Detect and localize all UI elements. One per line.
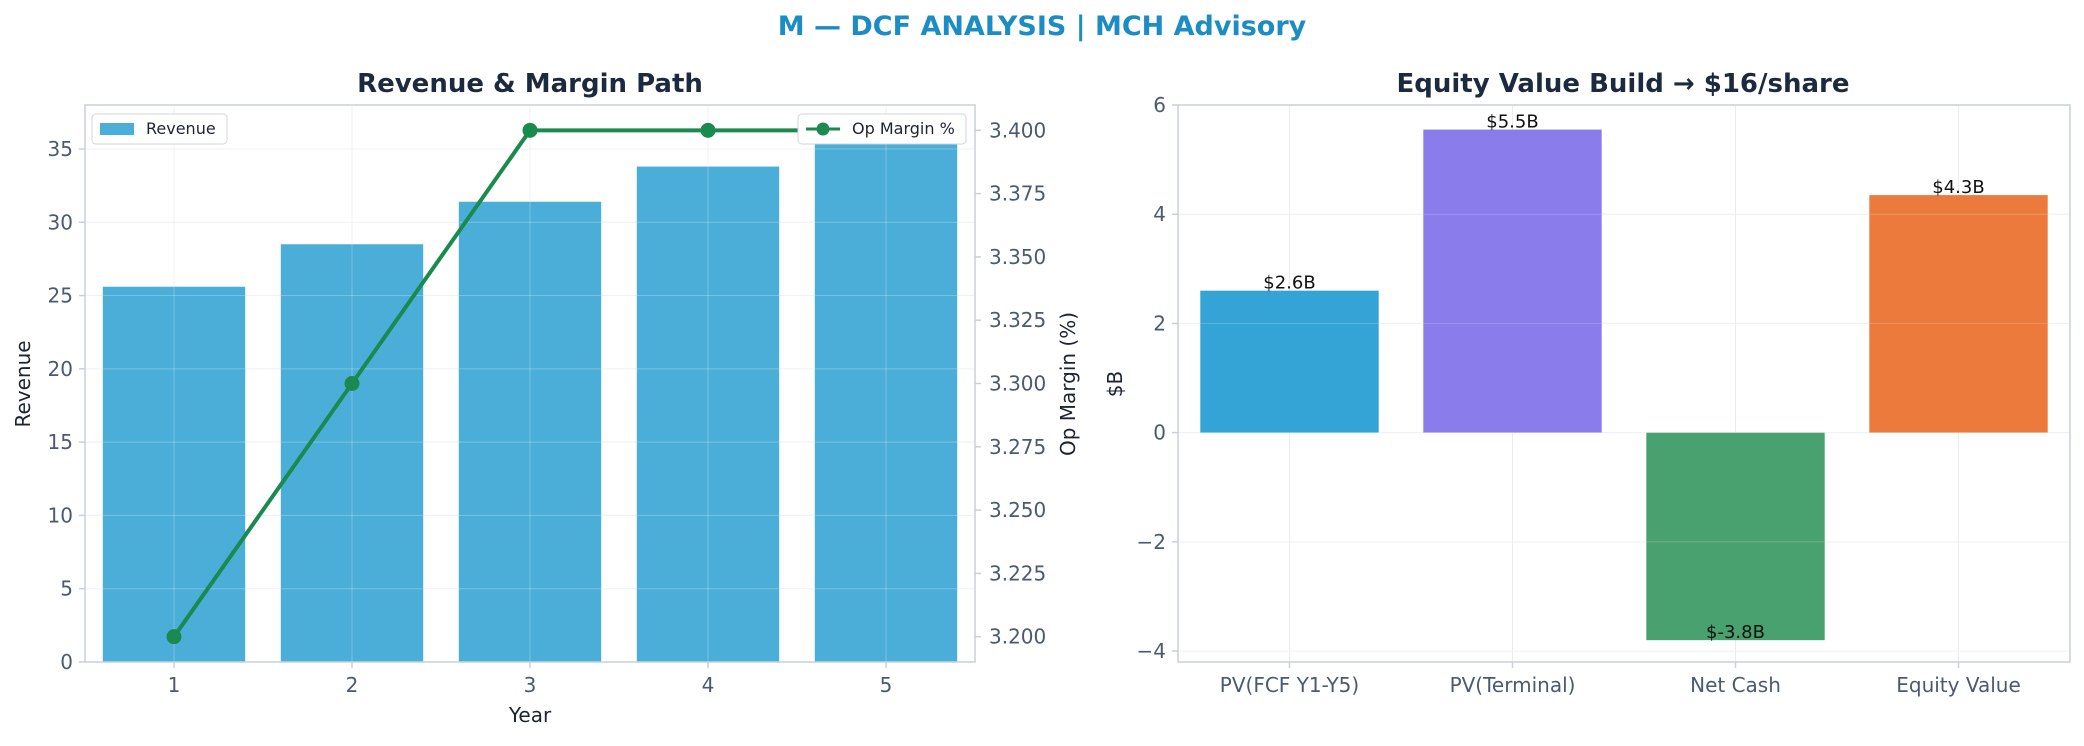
equity-bar-label: $5.5B — [1486, 112, 1538, 133]
revenue-x-tick-label: 3 — [524, 673, 537, 697]
revenue-legend-swatch — [100, 123, 134, 135]
revenue-y-tick-label: 35 — [48, 137, 73, 161]
equity-y-tick-label: 0 — [1153, 421, 1166, 445]
op-margin-y-tick-label: 3.375 — [989, 182, 1046, 206]
op-margin-point — [522, 122, 538, 138]
equity-bar-label: $4.3B — [1932, 177, 1984, 198]
equity-bar — [1646, 432, 1825, 641]
equity-chart-axes: −4 −2 0 2 4 6 PV(FCF Y1-Y5) PV(Terminal) Net Cas… — [1137, 93, 2071, 697]
op-margin-y-tick-label: 3.325 — [989, 308, 1046, 332]
equity-x-tick-label: PV(FCF Y1-Y5) — [1220, 673, 1359, 697]
revenue-bars — [85, 105, 975, 662]
op-margin-y-tick-label: 3.200 — [989, 625, 1046, 649]
op-margin-legend-box — [797, 113, 967, 145]
revenue-y-tick-label: 20 — [48, 357, 73, 381]
op-margin-legend-marker — [816, 122, 830, 136]
revenue-y-tick-label: 0 — [60, 650, 73, 674]
op-margin-y-tick-label: 3.250 — [989, 498, 1046, 522]
revenue-margin-chart: Revenue & Margin Path 051015202530353.20… — [11, 69, 1080, 727]
equity-y-tick-label: 2 — [1153, 311, 1166, 335]
op-margin-point — [344, 376, 360, 391]
revenue-bar — [814, 131, 958, 662]
equity-build-chart: Equity Value Build → $16/share $2.6B $5.5… — [1103, 69, 2071, 697]
revenue-legend: Revenue — [91, 113, 228, 145]
equity-bar — [1200, 290, 1379, 433]
equity-y-axis-label: $B — [1103, 371, 1127, 397]
equity-plot-frame — [1177, 104, 2071, 663]
equity-bar-label: $-3.8B — [1706, 622, 1765, 643]
equity-y-tick-label: −2 — [1137, 530, 1166, 554]
equity-y-tick-label: −4 — [1137, 639, 1166, 663]
op-margin-y-tick-label: 3.225 — [989, 561, 1046, 585]
revenue-x-tick-label: 2 — [346, 673, 359, 697]
figure-title: M — DCF ANALYSIS | MCH Advisory — [778, 11, 1307, 42]
revenue-x-tick-label: 1 — [168, 673, 181, 697]
equity-bar-label: $2.6B — [1263, 273, 1315, 294]
revenue-chart-axes: 051015202530353.2003.2253.2503.2753.3003… — [48, 104, 1046, 697]
revenue-legend-label: Revenue — [146, 119, 216, 138]
equity-y-tick-label: 6 — [1153, 93, 1166, 117]
op-margin-y-axis-label: Op Margin (%) — [1056, 312, 1080, 456]
revenue-legend-box — [91, 113, 228, 145]
revenue-bar — [102, 286, 246, 662]
equity-x-tick-label: PV(Terminal) — [1450, 673, 1576, 697]
revenue-y-tick-label: 5 — [60, 577, 73, 601]
op-margin-y-tick-label: 3.400 — [989, 118, 1046, 142]
revenue-y-tick-label: 25 — [48, 284, 73, 308]
op-margin-y-tick-label: 3.350 — [989, 245, 1046, 269]
equity-chart-title: Equity Value Build → $16/share — [1397, 69, 1850, 99]
revenue-y-tick-label: 10 — [48, 503, 73, 527]
equity-y-tick-label: 4 — [1153, 202, 1166, 226]
op-margin-point — [700, 122, 716, 138]
op-margin-point — [166, 629, 182, 645]
revenue-x-axis-label: Year — [508, 703, 552, 727]
equity-x-tick-label: Equity Value — [1896, 673, 2021, 697]
op-margin-y-tick-label: 3.275 — [989, 435, 1046, 459]
op-margin-line — [166, 122, 894, 645]
revenue-x-tick-label: 5 — [880, 673, 893, 697]
op-margin-y-tick-label: 3.300 — [989, 372, 1046, 396]
revenue-y-tick-label: 15 — [48, 430, 73, 454]
revenue-chart-title: Revenue & Margin Path — [357, 69, 703, 99]
equity-bar — [1423, 129, 1602, 433]
revenue-y-tick-label: 30 — [48, 210, 73, 234]
revenue-bar — [636, 166, 780, 662]
revenue-x-tick-label: 4 — [702, 673, 715, 697]
equity-bars: $2.6B $5.5B $-3.8B $4.3B — [1178, 104, 2070, 652]
op-margin-legend: Op Margin % — [797, 113, 967, 145]
equity-bar — [1869, 195, 2048, 433]
revenue-bar — [458, 201, 602, 662]
equity-x-tick-label: Net Cash — [1690, 673, 1781, 697]
revenue-y-axis-label: Revenue — [11, 340, 35, 427]
op-margin-legend-label: Op Margin % — [852, 119, 955, 138]
